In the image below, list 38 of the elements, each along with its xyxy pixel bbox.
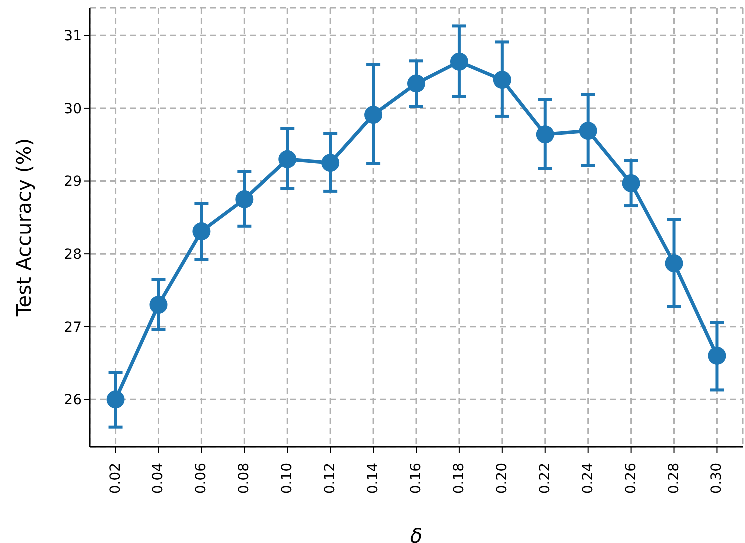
point [364, 106, 383, 124]
point [536, 126, 554, 144]
x-tick-label: 0.06 [194, 462, 210, 494]
point [106, 390, 125, 409]
point [236, 190, 254, 208]
y-tick-label: 26 [64, 392, 82, 409]
x-tick-label: 0.14 [366, 462, 382, 494]
point [622, 174, 640, 192]
y-tick-label: 30 [64, 101, 82, 118]
point [408, 74, 426, 93]
x-tick-label: 0.20 [494, 463, 510, 494]
point [150, 296, 168, 314]
point [493, 71, 512, 90]
point [579, 122, 598, 140]
x-tick-label: 0.30 [709, 463, 726, 494]
y-axis-title: Test Accuracy (%) [12, 138, 36, 318]
y-tick-label: 27 [64, 320, 82, 336]
x-tick-label: 0.04 [150, 462, 167, 494]
x-tick-label: 0.02 [108, 463, 124, 494]
x-tick-label: 0.26 [623, 462, 640, 494]
y-tick-label: 28 [64, 247, 82, 264]
point [450, 52, 468, 71]
point [665, 254, 684, 273]
x-tick-label: 0.10 [280, 463, 296, 494]
point [322, 154, 340, 172]
y-tick-label: 29 [64, 174, 82, 190]
x-tick-label: 0.08 [236, 463, 253, 494]
y-tick-label: 31 [64, 28, 82, 45]
x-tick-label: 0.22 [537, 463, 554, 494]
x-tick-label: 0.16 [408, 462, 424, 494]
x-axis-title: δ [410, 524, 423, 543]
x-tick-label: 0.18 [451, 463, 468, 494]
point [708, 346, 726, 365]
point [278, 150, 297, 168]
point [192, 222, 211, 241]
x-tick-label: 0.28 [666, 463, 682, 494]
x-tick-label: 0.24 [580, 462, 596, 494]
x-tick-label: 0.12 [322, 463, 339, 494]
